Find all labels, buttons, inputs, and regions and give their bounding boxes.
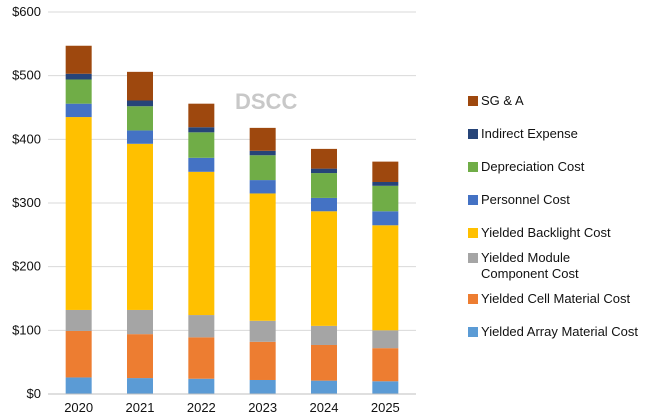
bar-segment [188, 127, 215, 133]
bar-segment [127, 378, 153, 394]
x-tick-label: 2022 [187, 400, 216, 415]
legend-label: SG & A [481, 93, 524, 108]
bar-segment [249, 150, 276, 156]
bar-segment [311, 344, 337, 381]
bar-segment [372, 348, 399, 382]
bar-segment [188, 157, 215, 172]
legend-swatch [468, 129, 478, 139]
bar-segment [311, 148, 337, 169]
bar-segment [372, 225, 399, 331]
bar-segment [127, 143, 153, 310]
bar-segment [249, 320, 276, 342]
y-axis-tick-labels: $0 $100 $200 $300 $400 $500 $600 [12, 4, 41, 401]
legend-swatch [468, 195, 478, 205]
bar-segment [249, 180, 276, 194]
watermark: DSCC [235, 89, 297, 114]
bar-segment [249, 379, 276, 394]
y-tick-label: $300 [12, 195, 41, 210]
bar-segment [65, 79, 92, 104]
bar-segment [249, 193, 276, 321]
x-tick-label: 2024 [310, 400, 339, 415]
bar-segment [188, 337, 215, 379]
legend-label: Yielded Array Material Cost [481, 324, 638, 339]
bar-segment [127, 100, 153, 107]
bar-segment [65, 309, 92, 331]
bar-segment [311, 325, 337, 345]
y-tick-label: $100 [12, 322, 41, 337]
bar-segment [372, 330, 399, 349]
gridlines [48, 11, 416, 331]
bar-segment [188, 132, 215, 158]
bar-segment [188, 378, 215, 394]
legend-label: Indirect Expense [481, 126, 578, 141]
bar-segment [311, 173, 337, 198]
legend-label: Yielded Backlight Cost [481, 225, 611, 240]
legend-swatch [468, 162, 478, 172]
y-tick-label: $200 [12, 259, 41, 274]
bar-segment [249, 341, 276, 380]
bar-segment [127, 334, 153, 379]
bar-segment [311, 197, 337, 212]
legend-label: Depreciation Cost [481, 159, 585, 174]
legend: SG & A Indirect Expense Depreciation Cost P… [468, 93, 638, 339]
bar-segment [127, 71, 153, 101]
bar-segment [65, 45, 92, 74]
x-tick-label: 2021 [126, 400, 155, 415]
bar-segment [249, 155, 276, 181]
bar-segment [311, 168, 337, 174]
legend-label: Personnel Cost [481, 192, 570, 207]
y-tick-label: $600 [12, 4, 41, 19]
bar-segment [311, 211, 337, 326]
bar-segment [65, 330, 92, 378]
bar-segment [372, 181, 399, 186]
bar-segment [188, 315, 215, 338]
bar-segment [372, 185, 399, 212]
bar-segment [65, 73, 92, 80]
legend-swatch [468, 253, 478, 263]
bar-segment [188, 171, 215, 316]
bar-segment [188, 103, 215, 128]
legend-swatch [468, 228, 478, 238]
bar-segment [127, 309, 153, 335]
legend-label: Yielded Module Component Cost [481, 250, 579, 281]
bar-segment [65, 117, 92, 310]
y-tick-label: $0 [27, 386, 41, 401]
bar-segment [249, 127, 276, 151]
bar-segment [311, 380, 337, 394]
legend-swatch [468, 327, 478, 337]
bar-segment [65, 103, 92, 118]
legend-swatch [468, 96, 478, 106]
y-tick-label: $400 [12, 131, 41, 146]
x-axis-tick-labels: 2020 2021 2022 2023 2024 2025 [64, 400, 400, 415]
legend-swatch [468, 294, 478, 304]
bars [65, 45, 399, 394]
x-tick-label: 2023 [248, 400, 277, 415]
bar-segment [127, 130, 153, 144]
legend-label: Yielded Cell Material Cost [481, 291, 630, 306]
y-tick-label: $500 [12, 68, 41, 83]
x-tick-label: 2020 [64, 400, 93, 415]
bar-segment [372, 211, 399, 226]
bar-segment [372, 161, 399, 182]
bar-segment [127, 106, 153, 131]
x-tick-label: 2025 [371, 400, 400, 415]
bar-segment [65, 377, 92, 394]
bar-segment [372, 381, 399, 394]
